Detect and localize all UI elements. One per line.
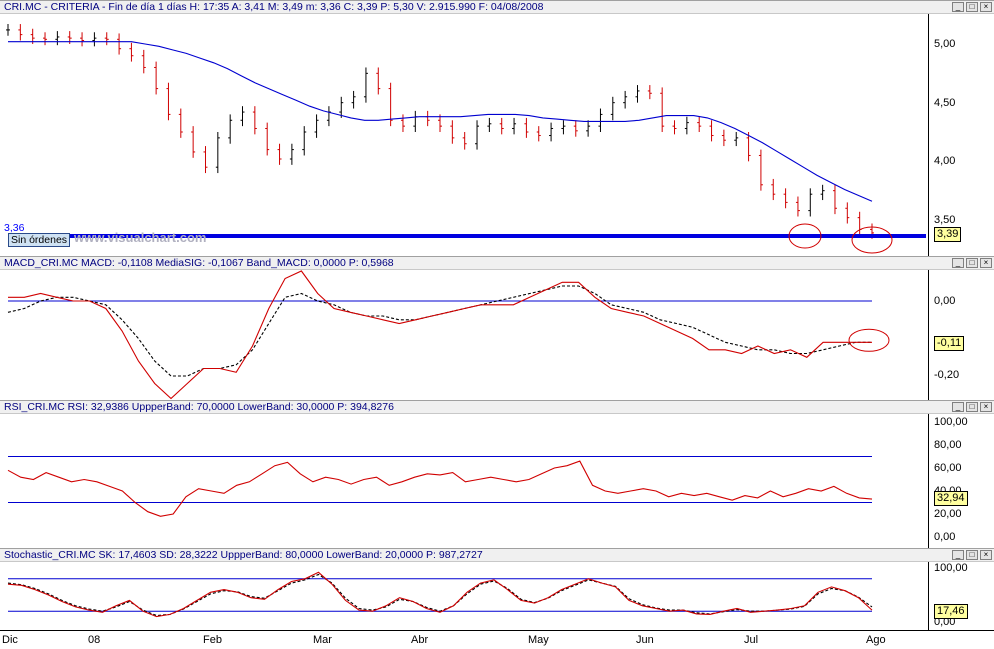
maximize-icon[interactable]: □	[966, 258, 978, 268]
stoch-sd-line	[7, 573, 873, 617]
watermark: www.visualchart.com	[74, 230, 207, 245]
minimize-icon[interactable]: _	[952, 258, 964, 268]
rsi-panel: RSI_CRI.MC RSI: 32,9386 UppperBand: 70,0…	[0, 400, 994, 548]
minimize-icon[interactable]: _	[952, 550, 964, 560]
macd-ytick: 0,00	[934, 295, 956, 307]
rsi-panel-titlebar[interactable]: RSI_CRI.MC RSI: 32,9386 UppperBand: 70,0…	[0, 400, 994, 414]
stoch-panel-titlebar[interactable]: Stochastic_CRI.MC SK: 17,4603 SD: 28,322…	[0, 548, 994, 562]
price-ytick: 4,00	[934, 155, 956, 167]
x-tick-label: 08	[88, 634, 101, 646]
macd-axis-divider	[928, 270, 929, 400]
annotation-circle	[848, 328, 890, 352]
macd-line	[8, 270, 872, 400]
stoch-axis-divider	[928, 562, 929, 630]
rsi-ytick: 60,00	[934, 462, 962, 474]
x-tick-label: Jul	[744, 634, 759, 646]
close-icon[interactable]: ×	[980, 2, 992, 12]
annotation-circle	[788, 223, 822, 249]
price-panel-titlebar[interactable]: CRI.MC - CRITERIA - Fin de día 1 días H:…	[0, 0, 994, 14]
macd-chart[interactable]	[0, 270, 928, 400]
close-icon[interactable]: ×	[980, 402, 992, 412]
x-tick-label: Feb	[203, 634, 222, 646]
stoch-panel: Stochastic_CRI.MC SK: 17,4603 SD: 28,322…	[0, 548, 994, 630]
x-tick-label: May	[528, 634, 549, 646]
stoch-sk-line	[7, 571, 873, 618]
maximize-icon[interactable]: □	[966, 2, 978, 12]
macd-signal-line	[7, 285, 872, 377]
rsi-line	[7, 460, 873, 517]
stoch-chart[interactable]	[0, 562, 928, 630]
rsi-chart[interactable]	[0, 414, 928, 548]
stoch-ytick: 100,00	[934, 562, 968, 574]
price-chart[interactable]	[0, 14, 928, 256]
close-icon[interactable]: ×	[980, 550, 992, 560]
rsi-ytick: 100,00	[934, 416, 968, 428]
stoch-last-tag: 17,46	[934, 604, 968, 619]
price-axis-divider	[928, 14, 929, 256]
rsi-ytick: 20,00	[934, 508, 962, 520]
price-panel-title: CRI.MC - CRITERIA - Fin de día 1 días H:…	[4, 1, 544, 13]
x-tick-label: Ago	[866, 634, 886, 646]
time-axis[interactable]	[0, 630, 994, 649]
annotation-circle	[851, 226, 893, 254]
rsi-panel-title: RSI_CRI.MC RSI: 32,9386 UppperBand: 70,0…	[4, 401, 394, 413]
close-icon[interactable]: ×	[980, 258, 992, 268]
macd-panel-titlebar[interactable]: MACD_CRI.MC MACD: -0,1108 MediaSIG: -0,1…	[0, 256, 994, 270]
price-ytick: 4,50	[934, 97, 956, 109]
macd-panel-title: MACD_CRI.MC MACD: -0,1108 MediaSIG: -0,1…	[4, 257, 394, 269]
x-tick-label: Dic	[2, 634, 18, 646]
price-ytick: 3,50	[934, 214, 956, 226]
moving-average-line	[8, 41, 873, 202]
rsi-axis-divider	[928, 414, 929, 548]
x-tick-label: Jun	[636, 634, 654, 646]
maximize-icon[interactable]: □	[966, 402, 978, 412]
order-price-label: 3,36	[4, 222, 25, 234]
price-ytick: 5,00	[934, 38, 956, 50]
order-status-button[interactable]: Sin órdenes	[8, 233, 71, 247]
macd-ytick: -0,20	[934, 369, 960, 381]
minimize-icon[interactable]: _	[952, 2, 964, 12]
price-panel: CRI.MC - CRITERIA - Fin de día 1 días H:…	[0, 0, 994, 256]
stoch-ytick: 0,00	[934, 616, 956, 628]
stoch-panel-title: Stochastic_CRI.MC SK: 17,4603 SD: 28,322…	[4, 549, 483, 561]
macd-last-tag: -0,11	[934, 336, 965, 351]
rsi-ytick: 80,00	[934, 439, 962, 451]
x-tick-label: Abr	[411, 634, 429, 646]
rsi-last-tag: 32,94	[934, 491, 968, 506]
minimize-icon[interactable]: _	[952, 402, 964, 412]
x-tick-label: Mar	[313, 634, 332, 646]
macd-panel: MACD_CRI.MC MACD: -0,1108 MediaSIG: -0,1…	[0, 256, 994, 400]
price-last-tag: 3,39	[934, 227, 962, 242]
rsi-ytick: 0,00	[934, 531, 956, 543]
maximize-icon[interactable]: □	[966, 550, 978, 560]
